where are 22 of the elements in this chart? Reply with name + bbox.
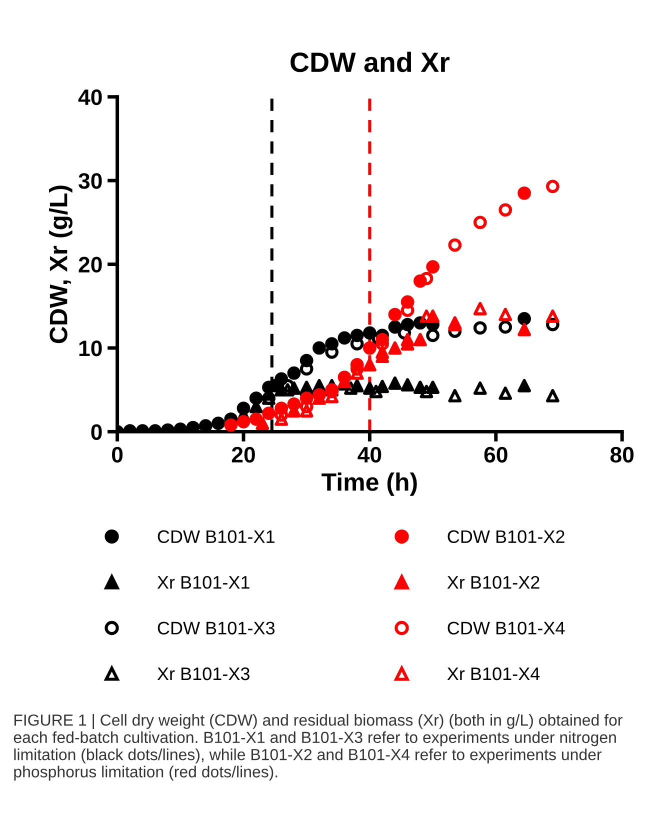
legend-label: CDW B101-X3 (158, 622, 275, 634)
x-tick-label: 40 (358, 446, 382, 463)
legend-label: Xr B101-X2 (447, 576, 540, 589)
y-tick-label: 10 (79, 340, 102, 356)
legend-label: CDW B101-X2 (448, 530, 564, 544)
y-axis-title: CDW, Xr (g/L) (49, 186, 72, 344)
legend-label: Xr B101-X3 (157, 667, 250, 680)
legend-label: CDW B101-X1 (158, 530, 274, 544)
y-tick-label: 30 (78, 173, 102, 189)
legend-label: Xr B101-X1 (157, 576, 250, 589)
x-tick-label: 20 (232, 446, 255, 463)
x-tick-label: 0 (112, 446, 123, 463)
y-tick-label: 0 (91, 424, 102, 440)
x-tick-label: 80 (610, 446, 634, 463)
x-axis-title: Time (h) (322, 472, 417, 496)
legend-label: CDW B101-X4 (448, 622, 565, 634)
chart-title: CDW and Xr (290, 52, 450, 72)
caption: FIGURE 1 | Cell dry weight (CDW) and residual biomass (Xr) (both in g/L) obtained for each fed-batch cultivation. B101-X1 and B101-X3 refer to experiments under nitrogen limitation (black dots/lines), while B101-X2 and B101-X4 refer to experiments under phosphorus limitation (red dots/lines). (14, 714, 622, 781)
y-tick-label: 20 (78, 256, 102, 273)
y-tick-label: 40 (78, 89, 102, 106)
x-tick-label: 60 (484, 446, 508, 463)
legend-label: Xr B101-X4 (447, 667, 540, 680)
